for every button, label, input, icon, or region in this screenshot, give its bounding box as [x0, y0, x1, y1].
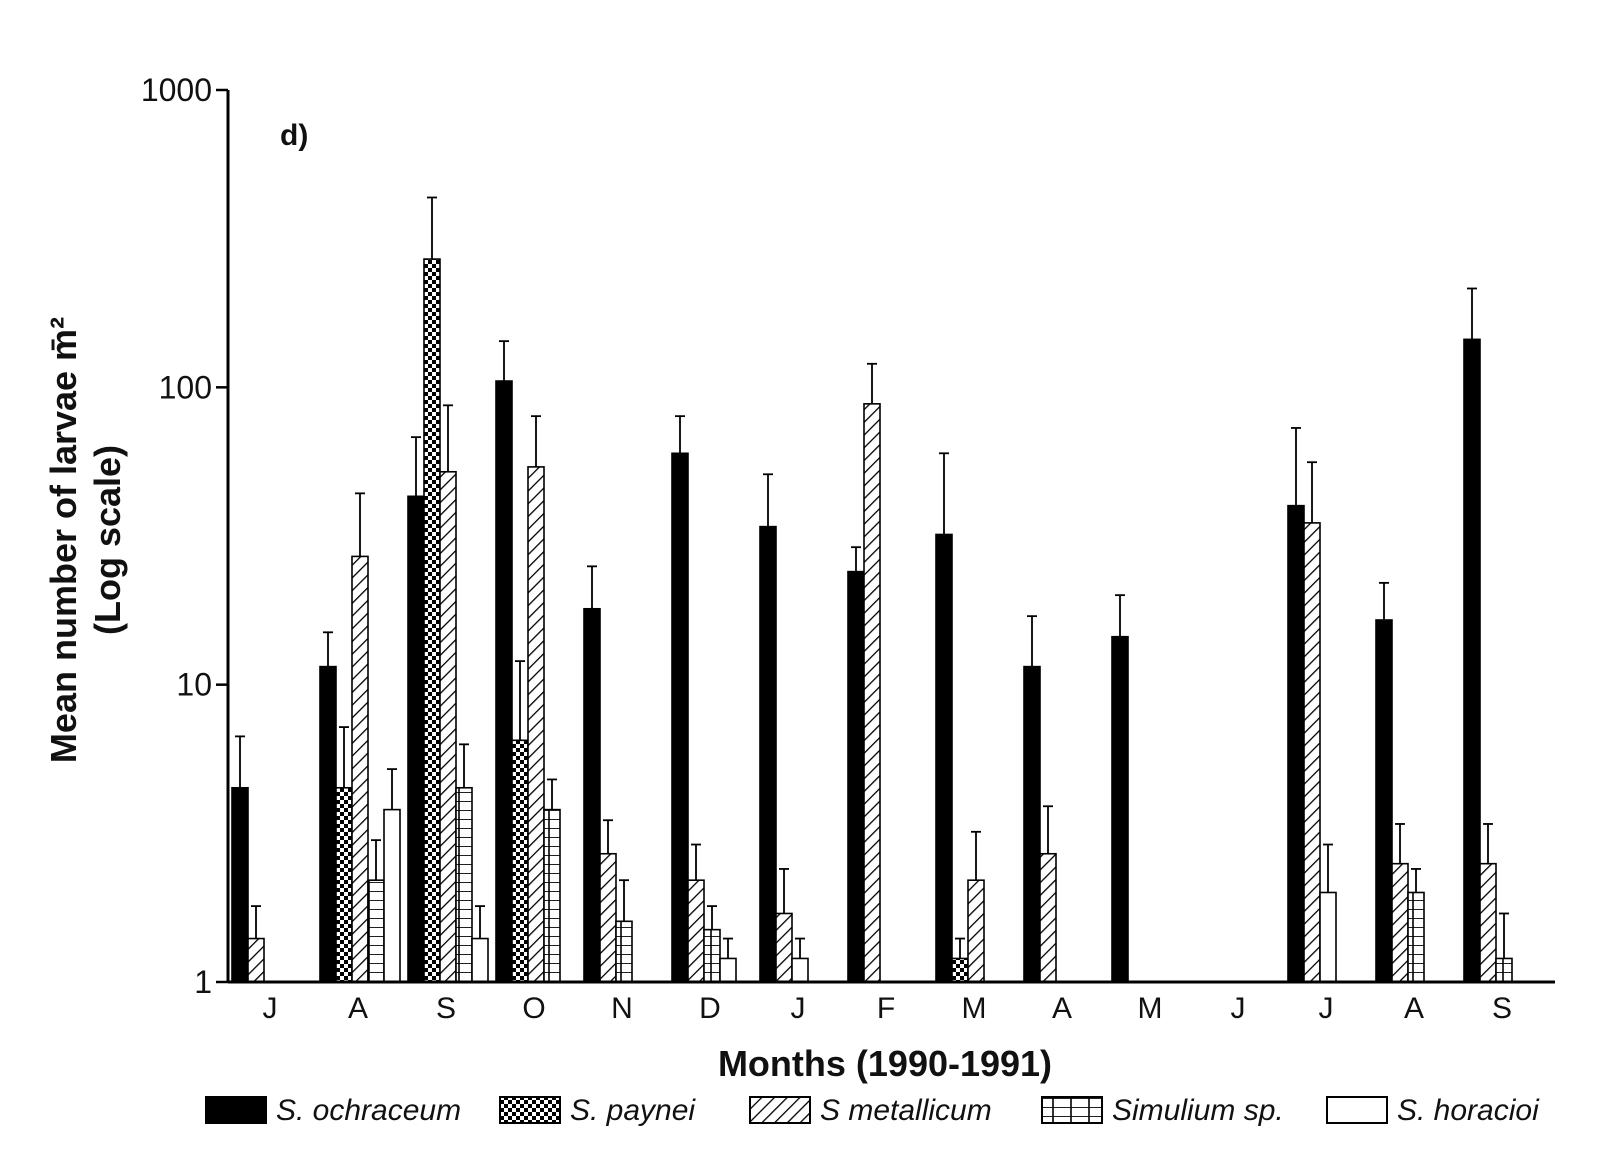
x-tick-label-9: M: [962, 992, 987, 1025]
bar-open-3: [471, 937, 489, 983]
bar-solid-11: [1111, 635, 1129, 983]
bar-solid-9: [935, 533, 953, 983]
bar-diagonal-10: [1039, 852, 1057, 983]
bar-grid-2: [367, 879, 385, 983]
bar-checker-3: [423, 258, 441, 983]
legend-label-solid: S. ochraceum: [276, 1094, 461, 1127]
bar-solid-4: [495, 380, 513, 983]
bar-open-13: [1319, 891, 1337, 983]
bar-solid-10: [1023, 665, 1041, 983]
legend: S. ochraceum S. paynei S metallicum Simuliu…: [205, 1094, 1540, 1127]
x-tick-label-2: A: [348, 992, 368, 1025]
bar-diagonal-5: [599, 852, 617, 983]
legend-swatch-diagonal: [749, 1096, 811, 1124]
x-tick-label-8: F: [877, 992, 895, 1025]
y-tick-label-10: 10: [176, 667, 212, 703]
bar-checker-9: [951, 957, 969, 983]
bar-solid-14: [1375, 619, 1393, 983]
x-tick-label-10: A: [1052, 992, 1072, 1025]
x-tick-label-14: A: [1404, 992, 1424, 1025]
y-tick-labels: 1 10 100 1000: [141, 72, 212, 1000]
bar-open-6: [719, 957, 737, 983]
x-tick-label-5: N: [611, 992, 633, 1025]
legend-label-checker: S. paynei: [570, 1094, 696, 1127]
bar-diagonal-3: [439, 470, 457, 983]
bar-open-2: [383, 808, 401, 983]
bar-solid-1: [231, 786, 249, 983]
bar-checker-2: [335, 786, 353, 983]
bar-grid-5: [615, 920, 633, 983]
bar-diagonal-6: [687, 879, 705, 983]
x-tick-label-7: J: [791, 992, 806, 1025]
x-tick-label-4: O: [522, 992, 545, 1025]
bar-solid-13: [1287, 504, 1305, 983]
legend-label-grid: Simulium sp.: [1112, 1094, 1284, 1127]
y-tick-label-100: 100: [159, 369, 212, 405]
bar-grid-6: [703, 928, 721, 983]
bar-diagonal-8: [863, 403, 881, 983]
bar-solid-2: [319, 665, 337, 983]
bar-solid-6: [671, 452, 689, 983]
bar-solid-5: [583, 607, 601, 983]
y-tick-label-1000: 1000: [141, 72, 212, 108]
x-tick-label-11: M: [1138, 992, 1163, 1025]
bar-diagonal-2: [351, 555, 369, 983]
x-tick-label-15: S: [1492, 992, 1512, 1025]
bar-grid-14: [1407, 891, 1425, 983]
x-tick-label-12: J: [1231, 992, 1246, 1025]
bar-solid-8: [847, 570, 865, 983]
bar-grid-3: [455, 786, 473, 983]
bar-diagonal-14: [1391, 862, 1409, 983]
x-tick-label-13: J: [1319, 992, 1334, 1025]
bar-diagonal-4: [527, 466, 545, 983]
bar-diagonal-13: [1303, 522, 1321, 983]
bar-grid-15: [1495, 957, 1513, 983]
x-tick-label-1: J: [263, 992, 278, 1025]
text-layer: d) Months (1990-1991) Mean number of lar…: [43, 119, 1052, 1084]
bar-solid-7: [759, 525, 777, 983]
bar-diagonal-9: [967, 879, 985, 983]
x-tick-label-3: S: [436, 992, 456, 1025]
y-axis-subtitle: (Log scale): [87, 445, 128, 635]
bar-diagonal-15: [1479, 862, 1497, 983]
legend-label-diagonal: S metallicum: [820, 1094, 992, 1127]
legend-label-open: S. horacioi: [1397, 1094, 1540, 1127]
bar-diagonal-1: [247, 937, 265, 983]
bar-diagonal-7: [775, 912, 793, 983]
legend-swatch-solid: [205, 1096, 267, 1124]
y-tick-label-1: 1: [194, 964, 212, 1000]
bar-grid-4: [543, 808, 561, 983]
bars-layer: [231, 196, 1513, 983]
legend-swatch-open: [1326, 1096, 1388, 1124]
bar-checker-4: [511, 739, 529, 983]
legend-swatch-grid: [1041, 1096, 1103, 1124]
axes-layer: [216, 88, 1555, 984]
x-axis-title: Months (1990-1991): [718, 1043, 1052, 1084]
panel-label: d): [280, 119, 308, 152]
x-tick-label-6: D: [699, 992, 721, 1025]
bar-open-7: [791, 957, 809, 983]
bar-solid-15: [1463, 338, 1481, 983]
bar-solid-3: [407, 495, 425, 983]
y-axis-title: Mean number of larvae m̄²: [43, 317, 84, 763]
legend-swatch-checker: [499, 1096, 561, 1124]
